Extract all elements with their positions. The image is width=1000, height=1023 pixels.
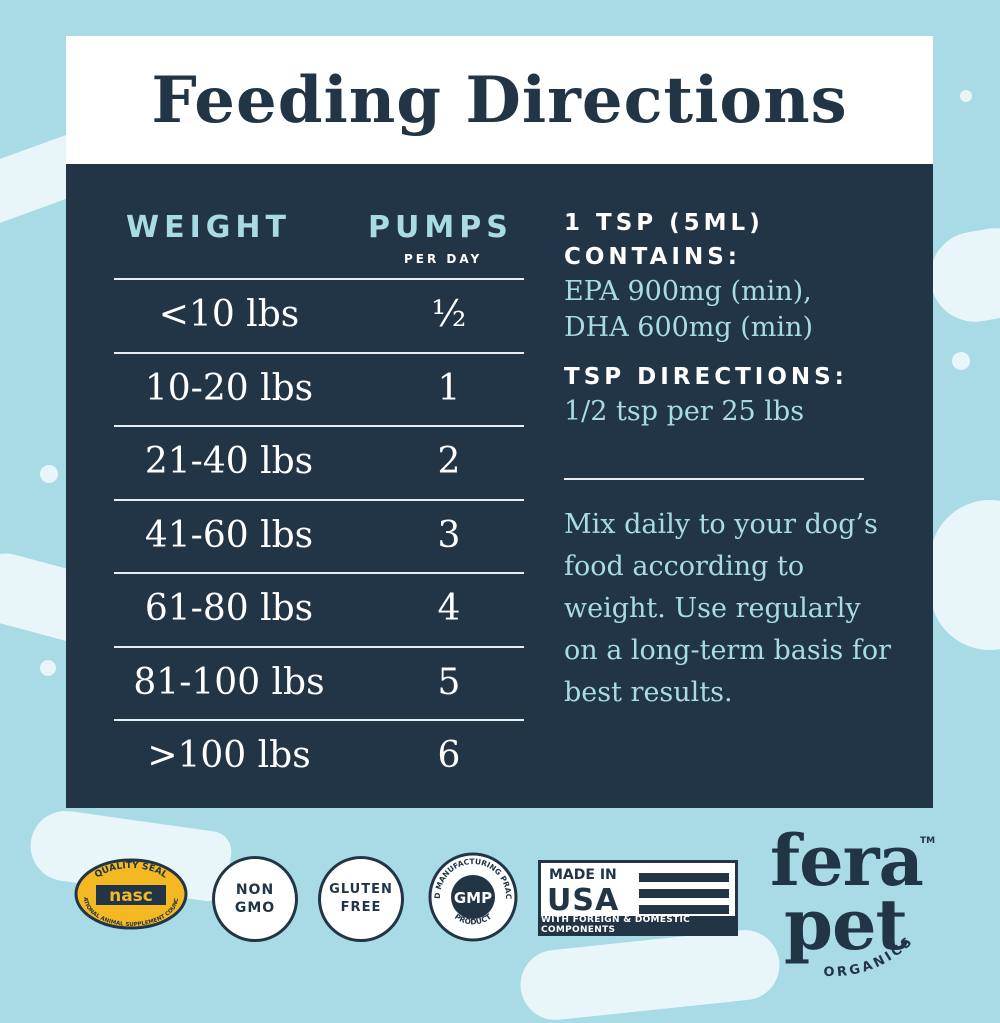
row-pumps: 6: [437, 735, 461, 776]
contains-heading-line2: CONTAINS:: [564, 244, 741, 270]
info-divider: [564, 478, 864, 480]
table-row: 81-100 lbs 5: [114, 645, 524, 720]
nasc-quality-seal: QUALITY SEAL nasc NATIONAL ANIMAL SUPPLE…: [72, 854, 188, 930]
row-pumps: 1: [437, 367, 461, 409]
background-bubble: [952, 352, 970, 370]
row-weight: 41-60 lbs: [144, 514, 314, 556]
background-bubble: [40, 660, 56, 676]
column-header-pumps: PUMPS: [368, 210, 513, 245]
row-weight: 21-40 lbs: [144, 441, 314, 482]
gmp-bottom-text: PRODUCT: [453, 911, 494, 926]
logo-word-pet: pet: [784, 883, 908, 966]
usa-flag-stripe: [639, 873, 729, 882]
gluten-free-line1: GLUTEN: [329, 882, 393, 897]
logo-trademark: TM: [920, 836, 936, 846]
background-fish-shape: [517, 926, 783, 1023]
background-bubble: [40, 465, 58, 483]
page-title: Feeding Directions: [151, 62, 848, 138]
background-bubble: [960, 90, 972, 102]
table-row: >100 lbs 6: [114, 719, 524, 793]
dha-value: DHA 600mg (min): [564, 312, 813, 343]
logo-organics-text: ORGANICS: [823, 933, 914, 980]
usa-made-in-text: MADE IN: [549, 867, 617, 883]
feeding-directions-panel: Feeding Directions WEIGHT PUMPS PER DAY …: [66, 36, 933, 808]
svg-text:PRODUCT: PRODUCT: [453, 911, 494, 926]
table-row: <10 lbs ½: [114, 278, 524, 352]
nasc-logo-text: nasc: [109, 886, 153, 906]
row-weight: 10-20 lbs: [144, 367, 314, 409]
mixing-instructions: Mix daily to your dog’s food according t…: [564, 509, 891, 708]
logo-word-fera: fera: [770, 819, 924, 902]
feeding-table: WEIGHT PUMPS PER DAY <10 lbs ½ 10-20 lbs…: [114, 206, 524, 793]
column-header-weight: WEIGHT: [126, 210, 291, 245]
table-header: WEIGHT PUMPS PER DAY: [114, 206, 524, 278]
tsp-directions-value: 1/2 tsp per 25 lbs: [564, 396, 805, 427]
row-pumps: ½: [431, 294, 467, 335]
gluten-free-line2: FREE: [340, 900, 382, 915]
row-weight: 81-100 lbs: [133, 661, 325, 703]
table-row: 10-20 lbs 1: [114, 351, 524, 426]
contains-heading-line1: 1 TSP (5ML): [564, 210, 764, 236]
usa-text: USA: [547, 883, 620, 918]
background-fish-shape: [930, 500, 1000, 650]
ferapet-logo: fera TM pet ORGANICS: [770, 826, 950, 986]
table-row: 21-40 lbs 2: [114, 425, 524, 499]
row-weight: >100 lbs: [147, 735, 311, 776]
table-row: 41-60 lbs 3: [114, 498, 524, 573]
tsp-directions-heading: TSP DIRECTIONS:: [564, 364, 848, 390]
usa-components-text: WITH FOREIGN & DOMESTIC COMPONENTS: [541, 915, 735, 935]
row-pumps: 3: [437, 514, 461, 556]
non-gmo-line2: GMO: [234, 900, 276, 916]
row-pumps: 2: [437, 441, 461, 482]
non-gmo-line1: NON: [235, 882, 275, 898]
row-pumps: 4: [437, 588, 461, 629]
gmp-center-text: GMP: [454, 889, 492, 907]
made-in-usa-badge: MADE IN USA WITH FOREIGN & DOMESTIC COMP…: [538, 860, 738, 936]
gmp-badge: GOOD MANUFACTURING PRACTICE GMP PRODUCT: [425, 845, 518, 942]
nutrition-info: 1 TSP (5ML) CONTAINS: EPA 900mg (min), D…: [564, 206, 894, 430]
gluten-free-badge: GLUTEN FREE: [318, 856, 404, 942]
epa-value: EPA 900mg (min),: [564, 276, 812, 307]
usa-flag-stripe: [639, 889, 729, 898]
row-pumps: 5: [437, 661, 461, 703]
title-band: Feeding Directions: [66, 36, 933, 164]
row-weight: <10 lbs: [158, 294, 300, 335]
column-header-pumps-sub: PER DAY: [404, 252, 483, 266]
table-row: 61-80 lbs 4: [114, 572, 524, 646]
background-fish-shape: [923, 221, 1000, 329]
svg-text:ORGANICS: ORGANICS: [823, 933, 917, 980]
usa-flag-stripe: [639, 905, 729, 914]
row-weight: 61-80 lbs: [144, 588, 314, 629]
non-gmo-badge: NON GMO: [212, 856, 298, 942]
